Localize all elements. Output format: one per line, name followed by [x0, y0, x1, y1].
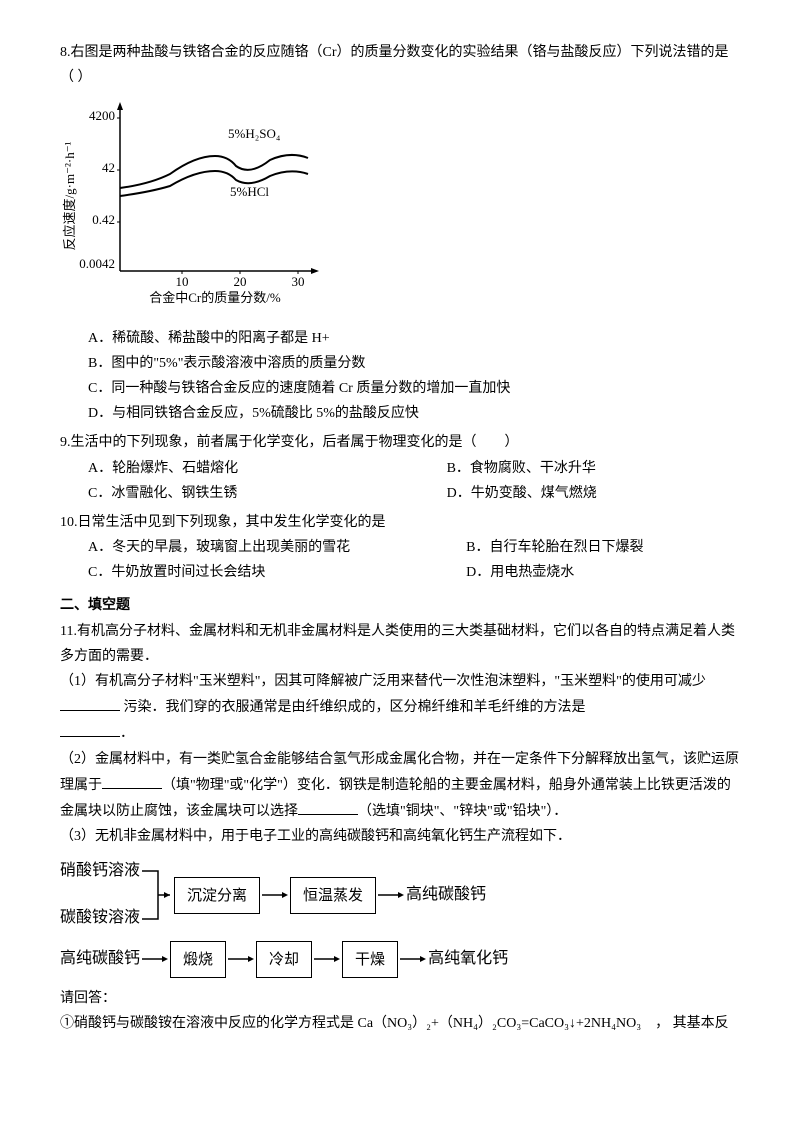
q8-option-b: B．图中的"5%"表示酸溶液中溶质的质量分数 — [60, 351, 740, 376]
svg-text:0.42: 0.42 — [92, 212, 115, 227]
q10-option-a: A．冬天的早晨，玻璃窗上出现美丽的雪花 — [88, 535, 466, 560]
arrow-icon — [140, 949, 170, 969]
arrow-icon — [376, 885, 406, 905]
svg-text:反应速度/g·m⁻²·h⁻¹: 反应速度/g·m⁻²·h⁻¹ — [62, 142, 77, 251]
q9-option-c: C．冰雪融化、钢铁生锈 — [88, 481, 447, 506]
question-8: 8.右图是两种盐酸与铁铬合金的反应随铬（Cr）的质量分数变化的实验结果（铬与盐酸… — [60, 40, 740, 426]
flow-input-2: 碳酸铵溶液 — [60, 904, 140, 933]
flow-box-evaporate: 恒温蒸发 — [290, 877, 376, 914]
question-10: 10.日常生活中见到下列现象，其中发生化学变化的是 A．冬天的早晨，玻璃窗上出现… — [60, 510, 740, 586]
flowchart-2: 高纯碳酸钙 煅烧 冷却 干燥 高纯氧化钙 — [60, 941, 740, 978]
q9-option-d: D．牛奶变酸、煤气燃烧 — [447, 481, 597, 506]
blank-2[interactable] — [60, 720, 120, 737]
question-9: 9.生活中的下列现象，前者属于化学变化，后者属于物理变化的是（ ） A．轮胎爆炸… — [60, 430, 740, 506]
flow-output-2: 高纯氧化钙 — [428, 945, 508, 974]
svg-text:20: 20 — [234, 274, 247, 289]
svg-text:合金中Cr的质量分数/%: 合金中Cr的质量分数/% — [149, 290, 281, 305]
q11-p2-c: （选填"铜块"、"锌块"或"铅块"）． — [358, 804, 567, 819]
q8-option-c: C．同一种酸与铁铬合金反应的速度随着 Cr 质量分数的增加一直加快 — [60, 376, 740, 401]
arrow-icon — [260, 885, 290, 905]
blank-4[interactable] — [298, 798, 358, 815]
svg-text:4200: 4200 — [89, 108, 115, 123]
q8-stem: 8.右图是两种盐酸与铁铬合金的反应随铬（Cr）的质量分数变化的实验结果（铬与盐酸… — [60, 40, 740, 90]
svg-text:42: 42 — [102, 160, 115, 175]
svg-text:0.0042: 0.0042 — [79, 256, 115, 271]
q11-p1: （1）有机高分子材料"玉米塑料"，因其可降解被广泛用来替代一次性泡沫塑料，"玉米… — [60, 669, 740, 747]
q11-p2: （2）金属材料中，有一类贮氢合金能够结合氢气形成金属化合物，并在一定条件下分解释… — [60, 747, 740, 825]
flowchart-1: 硝酸钙溶液 碳酸铵溶液 沉淀分离 恒温蒸发 高纯碳酸钙 — [60, 857, 740, 933]
flow-box-calcine: 煅烧 — [170, 941, 226, 978]
q9-option-a: A．轮胎爆炸、石蜡熔化 — [88, 456, 447, 481]
q11-p4: ①硝酸钙与碳酸铵在溶液中反应的化学方程式是 Ca（NO₃）₂+（NH₄）₂CO₃… — [60, 1011, 740, 1036]
flow-output-1: 高纯碳酸钙 — [406, 881, 486, 910]
section-2-title: 二、填空题 — [60, 593, 740, 618]
flow-box-cool: 冷却 — [256, 941, 312, 978]
svg-text:5%HCl: 5%HCl — [230, 184, 269, 199]
q10-option-b: B．自行车轮胎在烈日下爆裂 — [466, 535, 643, 560]
q10-option-d: D．用电热壶烧水 — [466, 560, 574, 585]
arrow-icon — [226, 949, 256, 969]
q9-option-b: B．食物腐败、干冰升华 — [447, 456, 596, 481]
q11-stem: 11.有机高分子材料、金属材料和无机非金属材料是人类使用的三大类基础材料，它们以… — [60, 619, 740, 669]
q11-p1-c: ． — [120, 726, 134, 741]
blank-1[interactable] — [60, 694, 120, 711]
q11-p1-a: （1）有机高分子材料"玉米塑料"，因其可降解被广泛用来替代一次性泡沫塑料，"玉米… — [60, 674, 706, 689]
q9-stem: 9.生活中的下列现象，前者属于化学变化，后者属于物理变化的是（ ） — [60, 430, 740, 455]
svg-text:5%H₂SO₄: 5%H₂SO₄ — [228, 126, 281, 141]
q11-ask: 请回答： — [60, 986, 740, 1011]
q10-option-c: C．牛奶放置时间过长会结块 — [88, 560, 466, 585]
flow-box-precipitate: 沉淀分离 — [174, 877, 260, 914]
q11-p3: （3）无机非金属材料中，用于电子工业的高纯碳酸钙和高纯氧化钙生产流程如下． — [60, 824, 740, 849]
q8-option-d: D．与相同铁铬合金反应，5%硫酸比 5%的盐酸反应快 — [60, 401, 740, 426]
blank-3[interactable] — [102, 772, 162, 789]
q11-p1-b: 污染．我们穿的衣服通常是由纤维织成的，区分棉纤维和羊毛纤维的方法是 — [120, 700, 586, 715]
svg-text:30: 30 — [292, 274, 305, 289]
arrow-icon — [398, 949, 428, 969]
q8-chart: 4200 42 0.42 0.0042 10 20 30 反应速度/g·m⁻²·… — [60, 96, 340, 306]
flow-box-dry: 干燥 — [342, 941, 398, 978]
svg-text:10: 10 — [176, 274, 189, 289]
question-11: 11.有机高分子材料、金属材料和无机非金属材料是人类使用的三大类基础材料，它们以… — [60, 619, 740, 1037]
arrow-icon — [312, 949, 342, 969]
bracket-icon — [140, 865, 174, 925]
q10-stem: 10.日常生活中见到下列现象，其中发生化学变化的是 — [60, 510, 740, 535]
flow-input-3: 高纯碳酸钙 — [60, 945, 140, 974]
q8-option-a: A．稀硫酸、稀盐酸中的阳离子都是 H+ — [60, 326, 740, 351]
flow-input-1: 硝酸钙溶液 — [60, 857, 140, 886]
